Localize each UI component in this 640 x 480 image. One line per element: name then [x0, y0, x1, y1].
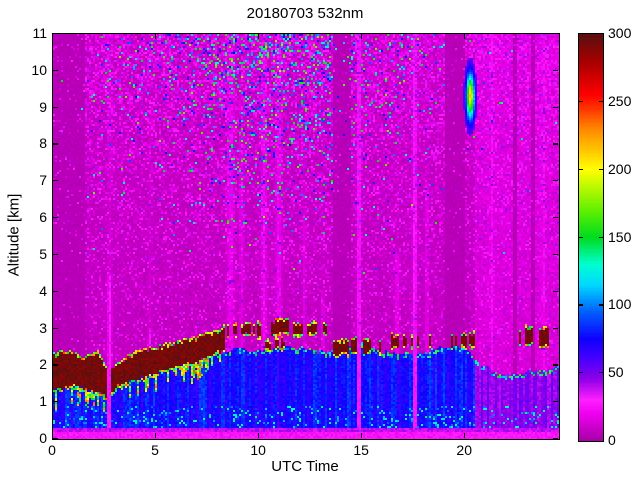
tick-mark: [553, 253, 558, 256]
x-tick-label: 10: [250, 442, 266, 458]
tick-mark: [53, 106, 58, 108]
tick-mark: [53, 401, 58, 403]
tick-mark: [53, 290, 58, 292]
tick-mark: [579, 304, 583, 306]
tick-mark: [553, 364, 558, 366]
tick-mark: [53, 180, 58, 182]
y-tick-label: 9: [39, 98, 47, 115]
tick-mark: [53, 327, 58, 329]
tick-mark: [599, 100, 603, 103]
y-tick-label: 3: [39, 319, 47, 336]
tick-mark: [464, 433, 466, 438]
y-axis-label: Altitude [km]: [5, 193, 23, 277]
tick-mark: [553, 217, 558, 219]
colorbar-tick-label: 250: [608, 92, 632, 109]
tick-mark: [553, 69, 558, 71]
tick-mark: [599, 168, 603, 170]
tick-mark: [53, 33, 58, 35]
y-tick-label: 10: [31, 61, 47, 78]
colorbar-tick-label: 200: [608, 160, 632, 177]
tick-mark: [53, 253, 58, 256]
tick-mark: [155, 34, 157, 39]
tick-mark: [553, 143, 558, 145]
y-tick-label: 7: [39, 172, 47, 189]
colorbar-tick-label: 100: [608, 296, 632, 313]
y-tick-label: 5: [39, 245, 47, 262]
tick-mark: [553, 438, 558, 440]
tick-mark: [361, 34, 363, 39]
tick-mark: [53, 364, 58, 366]
tick-mark: [53, 69, 58, 71]
tick-mark: [52, 433, 54, 438]
tick-mark: [53, 217, 58, 219]
tick-mark: [53, 143, 58, 145]
y-tick-label: 1: [39, 393, 47, 410]
tick-mark: [155, 433, 157, 438]
y-tick-label: 4: [39, 282, 47, 299]
tick-mark: [258, 34, 260, 39]
tick-mark: [599, 236, 603, 238]
tick-mark: [361, 433, 363, 438]
tick-mark: [553, 401, 558, 403]
x-tick-label: 15: [353, 442, 369, 458]
y-tick-label: 2: [39, 356, 47, 373]
tick-mark: [553, 180, 558, 182]
x-axis-label: UTC Time: [271, 458, 339, 475]
tick-mark: [258, 433, 260, 438]
colorbar-tick-label: 0: [608, 432, 616, 448]
colorbar-tick-label: 150: [608, 228, 632, 245]
tick-mark: [553, 327, 558, 329]
tick-mark: [579, 100, 583, 103]
tick-mark: [52, 34, 54, 39]
heatmap-canvas: [53, 34, 559, 439]
tick-mark: [553, 33, 558, 35]
colorbar-tick-label: 50: [608, 364, 624, 381]
tick-mark: [53, 438, 58, 440]
tick-mark: [464, 34, 466, 39]
y-tick-label: 8: [39, 135, 47, 152]
x-tick-label: 0: [48, 442, 56, 458]
tick-mark: [553, 106, 558, 108]
tick-mark: [553, 290, 558, 292]
tick-mark: [579, 236, 583, 238]
tick-mark: [599, 372, 603, 374]
plot-title: 20180703 532nm: [246, 5, 364, 22]
colorbar-tick-label: 300: [608, 25, 632, 41]
y-tick-label: 0: [39, 430, 47, 446]
x-tick-label: 5: [151, 442, 159, 458]
y-tick-label: 11: [32, 25, 47, 41]
plot-area: [52, 33, 560, 440]
y-tick-label: 6: [39, 209, 47, 226]
tick-mark: [579, 372, 583, 374]
tick-mark: [599, 304, 603, 306]
tick-mark: [579, 168, 583, 170]
x-tick-label: 20: [456, 442, 472, 458]
